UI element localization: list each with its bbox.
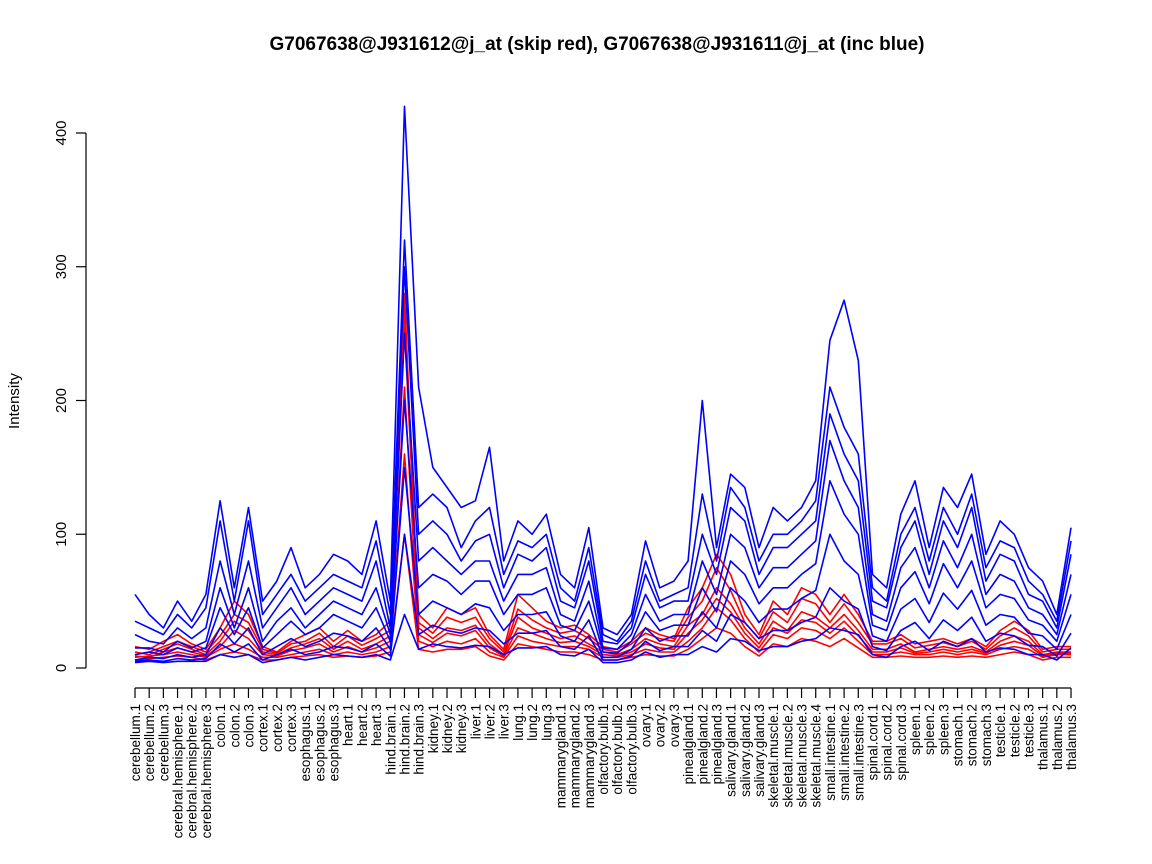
y-tick-label: 100 bbox=[53, 522, 70, 547]
y-tick-label: 300 bbox=[53, 254, 70, 279]
x-tick-label: pinealgland.3 bbox=[709, 704, 724, 784]
x-tick-label: testicle.3 bbox=[1021, 704, 1036, 757]
x-tick-label: kidney.3 bbox=[454, 704, 469, 753]
x-tick-label: spinal.cord.3 bbox=[894, 704, 909, 781]
plot-lines bbox=[134, 105, 1072, 664]
x-tick-label: small.intestine.1 bbox=[823, 704, 838, 801]
x-tick-label: ovary.1 bbox=[639, 704, 654, 747]
x-tick-label: salivary.gland.1 bbox=[724, 704, 739, 797]
x-tick-label: spleen.2 bbox=[922, 704, 937, 755]
x-tick-label: salivary.gland.2 bbox=[738, 704, 753, 797]
x-tick-label: colon.1 bbox=[213, 704, 228, 748]
x-tick-label: skeletal.muscle.2 bbox=[780, 704, 795, 808]
x-tick-label: spleen.3 bbox=[936, 704, 951, 755]
inc-series-line-7 bbox=[134, 533, 1072, 663]
inc-series-line-4 bbox=[135, 332, 1072, 653]
inc-series-line-6 bbox=[134, 466, 1072, 661]
x-tick-label: stomach.3 bbox=[979, 704, 994, 766]
x-tick-label: cerebral.hemisphere.3 bbox=[199, 704, 214, 838]
x-tick-label: testicle.2 bbox=[1007, 704, 1022, 757]
x-tick-label: thalamus.2 bbox=[1050, 704, 1065, 770]
x-tick-label: hind.brain.1 bbox=[383, 704, 398, 775]
inc-series-line-1 bbox=[134, 105, 1072, 636]
x-tick-label: cerebral.hemisphere.1 bbox=[171, 704, 186, 838]
y-tick-label: 400 bbox=[53, 120, 70, 145]
x-tick-label: cortex.1 bbox=[256, 704, 271, 752]
x-tick-label: liver.2 bbox=[483, 704, 498, 739]
x-axis: cerebellum.1 cerebellum.2 cerebellum.3 cere… bbox=[128, 687, 1079, 838]
x-tick-label: colon.2 bbox=[227, 704, 242, 748]
x-tick-label: skeletal.muscle.1 bbox=[766, 704, 781, 808]
x-tick-label: cortex.3 bbox=[284, 704, 299, 752]
y-tick-label: 200 bbox=[53, 388, 70, 413]
x-tick-label: olfactory.bulb.3 bbox=[624, 704, 639, 795]
skip-series-line-3 bbox=[134, 326, 1071, 653]
x-tick-label: olfactory.bulb.1 bbox=[596, 704, 611, 795]
x-tick-label: kidney.1 bbox=[426, 704, 441, 753]
x-tick-label: thalamus.3 bbox=[1064, 704, 1079, 770]
x-tick-label: spinal.cord.2 bbox=[880, 704, 895, 781]
inc-series-line-2 bbox=[134, 239, 1072, 643]
x-tick-label: lung.3 bbox=[539, 704, 554, 741]
x-tick-label: small.intestine.3 bbox=[851, 704, 866, 801]
x-tick-label: esophagus.2 bbox=[312, 704, 327, 781]
x-tick-label: cerebellum.2 bbox=[142, 704, 157, 781]
x-tick-label: esophagus.3 bbox=[327, 704, 342, 781]
x-tick-label: lung.1 bbox=[511, 704, 526, 741]
inc-series-line-8 bbox=[134, 613, 1072, 664]
x-tick-label: spleen.1 bbox=[908, 704, 923, 755]
x-tick-label: skeletal.muscle.4 bbox=[809, 704, 824, 808]
x-tick-label: pinealgland.1 bbox=[681, 704, 696, 784]
x-tick-label: ovary.3 bbox=[667, 704, 682, 747]
chart-title: G7067638@J931612@j_at (skip red), G70676… bbox=[269, 34, 924, 55]
x-tick-label: stomach.1 bbox=[951, 704, 966, 766]
x-tick-label: liver.1 bbox=[468, 704, 483, 739]
x-tick-label: heart.1 bbox=[341, 704, 356, 746]
x-tick-label: spinal.cord.1 bbox=[865, 704, 880, 781]
x-tick-label: liver.3 bbox=[497, 704, 512, 739]
x-tick-label: ovary.2 bbox=[653, 704, 668, 747]
x-tick-label: stomach.2 bbox=[965, 704, 980, 766]
skip-series-line-5 bbox=[134, 306, 1071, 656]
x-tick-label: mammarygland.1 bbox=[553, 704, 568, 808]
y-axis: 0 100 200 300 400 bbox=[53, 120, 87, 672]
x-tick-label: pinealgland.2 bbox=[695, 704, 710, 784]
x-tick-label: mammarygland.3 bbox=[582, 704, 597, 808]
x-tick-label: cerebellum.3 bbox=[156, 704, 171, 781]
x-tick-label: heart.3 bbox=[369, 704, 384, 746]
x-tick-label: hind.brain.3 bbox=[412, 704, 427, 775]
x-tick-label: heart.2 bbox=[355, 704, 370, 746]
x-tick-label: mammarygland.2 bbox=[568, 704, 583, 808]
x-tick-label: thalamus.1 bbox=[1036, 704, 1051, 770]
y-axis-label: Intensity bbox=[6, 373, 23, 429]
x-tick-label: skeletal.muscle.3 bbox=[795, 704, 810, 808]
x-tick-label: cortex.2 bbox=[270, 704, 285, 752]
x-tick-label: cerebellum.1 bbox=[128, 704, 143, 781]
x-tick-label: lung.2 bbox=[525, 704, 540, 741]
x-tick-label: olfactory.bulb.2 bbox=[610, 704, 625, 795]
inc-series-line-5 bbox=[134, 399, 1072, 656]
skip-series-line-6 bbox=[134, 386, 1071, 659]
x-tick-label: hind.brain.2 bbox=[397, 704, 412, 775]
y-tick-label: 0 bbox=[53, 664, 70, 672]
x-tick-label: kidney.2 bbox=[440, 704, 455, 753]
x-tick-label: salivary.gland.3 bbox=[752, 704, 767, 797]
x-tick-label: small.intestine.2 bbox=[837, 704, 852, 801]
x-tick-label: colon.3 bbox=[241, 704, 256, 748]
inc-series-line-3 bbox=[134, 265, 1072, 645]
x-tick-label: esophagus.1 bbox=[298, 704, 313, 781]
x-tick-label: cerebral.hemisphere.2 bbox=[185, 704, 200, 838]
x-tick-label: testicle.1 bbox=[993, 704, 1008, 757]
